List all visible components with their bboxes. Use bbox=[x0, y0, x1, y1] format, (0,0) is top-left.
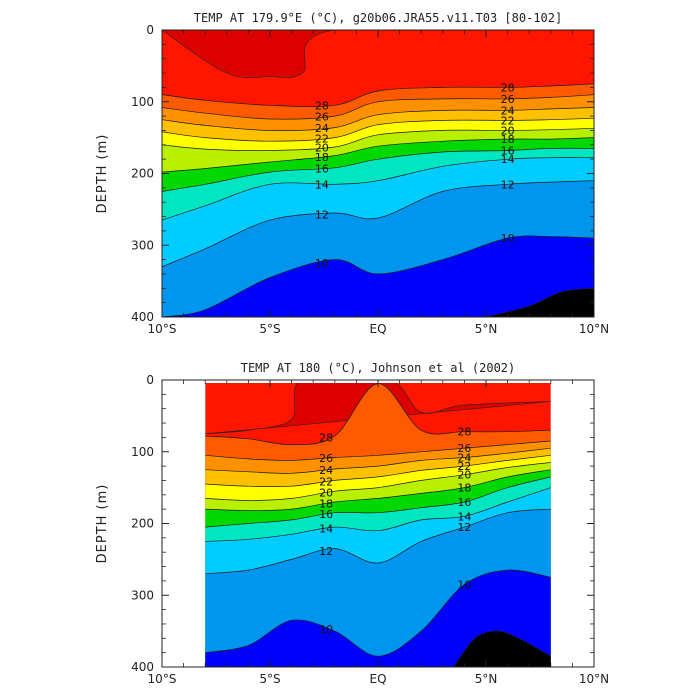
y-tick-label: 100 bbox=[131, 445, 154, 459]
contour-label-18-1: 18 bbox=[315, 151, 329, 164]
contour-label-20-2: 20 bbox=[501, 124, 515, 137]
contour-label-10-1: 10 bbox=[315, 257, 329, 270]
contour-label-28-1: 28 bbox=[315, 99, 329, 112]
contour-label-22-1: 22 bbox=[315, 132, 329, 145]
contour-label-14-1: 14 bbox=[319, 523, 333, 536]
contour-label-22-2: 22 bbox=[501, 114, 515, 127]
contour-label-12-1: 12 bbox=[319, 545, 333, 558]
contour-label-24-1: 24 bbox=[315, 122, 329, 135]
band-above-30 bbox=[162, 30, 594, 79]
contour-label-14-1: 14 bbox=[315, 178, 329, 191]
x-tick-label: EQ bbox=[369, 672, 386, 686]
isotherm-9 bbox=[453, 630, 551, 667]
contour-label-14-2: 14 bbox=[501, 153, 515, 166]
contour-label-10-1: 10 bbox=[319, 623, 333, 636]
isotherm-14 bbox=[205, 487, 551, 542]
band-below-9 bbox=[486, 288, 594, 317]
isotherm-16 bbox=[205, 476, 551, 528]
isotherm-10 bbox=[162, 235, 594, 317]
isotherm-16 bbox=[162, 147, 594, 192]
contour-label-10-2: 10 bbox=[501, 232, 515, 245]
contour-label-20-2: 20 bbox=[457, 469, 471, 482]
panel-1: 2828262624242222202018181616141412121010… bbox=[95, 11, 609, 336]
contour-label-26-2: 26 bbox=[457, 442, 471, 455]
contour-label-12-1: 12 bbox=[315, 208, 329, 221]
y-tick-label: 0 bbox=[146, 23, 154, 37]
contour-label-24-2: 24 bbox=[457, 451, 471, 464]
y-tick-label: 300 bbox=[131, 238, 154, 252]
contour-label-16-1: 16 bbox=[315, 163, 329, 176]
y-tick-label: 200 bbox=[131, 167, 154, 181]
contour-label-10-2: 10 bbox=[457, 578, 471, 591]
band-below-9 bbox=[453, 631, 551, 667]
contour-label-16-1: 16 bbox=[319, 508, 333, 521]
contour-label-14-2: 14 bbox=[457, 510, 471, 523]
isotherm-20 bbox=[205, 462, 551, 501]
contour-label-22-2: 22 bbox=[457, 460, 471, 473]
x-tick-label: 5°N bbox=[475, 672, 498, 686]
contour-label-24-1: 24 bbox=[319, 464, 333, 477]
isotherm-24 bbox=[162, 107, 594, 131]
isotherm-14 bbox=[162, 157, 594, 221]
contour-label-26-1: 26 bbox=[319, 452, 333, 465]
contour-label-16-2: 16 bbox=[457, 496, 471, 509]
y-tick-label: 400 bbox=[131, 310, 154, 324]
contour-label-28-1: 28 bbox=[319, 432, 333, 445]
isotherm-9 bbox=[485, 287, 594, 317]
isotherm-26 bbox=[205, 440, 551, 461]
contour-label-18-2: 18 bbox=[501, 133, 515, 146]
band-below-10 bbox=[162, 235, 594, 317]
contour-label-26-2: 26 bbox=[501, 93, 515, 106]
x-tick-label: 10°N bbox=[579, 322, 609, 336]
contour-label-12-2: 12 bbox=[501, 178, 515, 191]
y-tick-label: 400 bbox=[131, 660, 154, 674]
x-tick-label: 10°S bbox=[148, 322, 177, 336]
contour-label-16-2: 16 bbox=[501, 145, 515, 158]
panel-2: 28 28262624242222202018181616141412121010… bbox=[95, 361, 609, 686]
x-tick-label: 5°S bbox=[259, 672, 280, 686]
y-tick-label: 200 bbox=[131, 517, 154, 531]
isotherm-22 bbox=[205, 454, 551, 488]
x-tick-label: 10°N bbox=[579, 672, 609, 686]
x-tick-label: EQ bbox=[369, 322, 386, 336]
isotherm-26 bbox=[162, 94, 594, 120]
isotherm-22 bbox=[162, 117, 594, 142]
contour-label-28-2: 28 bbox=[501, 81, 515, 94]
isotherm-10 bbox=[205, 569, 551, 657]
y-axis-label: DEPTH (m) bbox=[95, 484, 110, 564]
contour-label-20-1: 20 bbox=[315, 142, 329, 155]
x-tick-label: 5°S bbox=[259, 322, 280, 336]
contour-label-20-1: 20 bbox=[319, 487, 333, 500]
y-axis-label: DEPTH (m) bbox=[95, 134, 110, 214]
y-tick-label: 300 bbox=[131, 588, 154, 602]
isotherm-24 bbox=[205, 447, 551, 474]
panel-title: TEMP AT 180 (°C), Johnson et al (2002) bbox=[241, 361, 516, 375]
y-tick-label: 0 bbox=[146, 373, 154, 387]
panel-title: TEMP AT 179.9°E (°C), g20b06.JRA55.v11.T… bbox=[194, 11, 562, 25]
x-tick-label: 5°N bbox=[475, 322, 498, 336]
contour-label-26-1: 26 bbox=[315, 111, 329, 124]
isotherm-18 bbox=[205, 469, 551, 511]
contour-label-12-2: 12 bbox=[457, 521, 471, 534]
isotherm-12 bbox=[205, 508, 551, 575]
contour-label-22-1: 22 bbox=[319, 476, 333, 489]
contour-label-18-2: 18 bbox=[457, 482, 471, 495]
band-below-10 bbox=[205, 570, 551, 667]
contour-label-28-2: 28 bbox=[457, 426, 471, 439]
isotherm-28 bbox=[162, 83, 594, 107]
y-tick-label: 100 bbox=[131, 95, 154, 109]
contour-label-18-1: 18 bbox=[319, 497, 333, 510]
x-tick-label: 10°S bbox=[148, 672, 177, 686]
contour-label-24-2: 24 bbox=[501, 104, 515, 117]
isotherm-20 bbox=[162, 127, 594, 151]
isotherm-12 bbox=[162, 180, 594, 268]
isotherm-18 bbox=[162, 137, 594, 173]
